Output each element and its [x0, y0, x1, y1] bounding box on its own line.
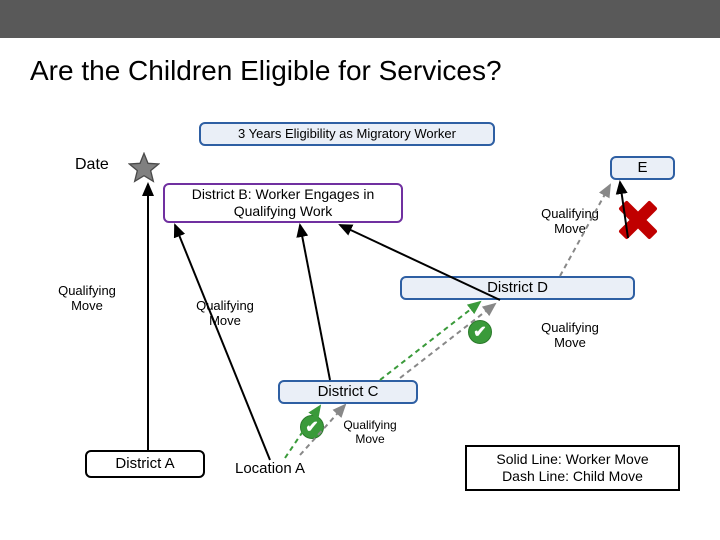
district-d-box: District D	[400, 276, 635, 300]
qm-d-label: Qualifying Move	[530, 320, 610, 350]
district-b-box: District B: Worker Engages in Qualifying…	[163, 183, 403, 223]
date-label: Date	[75, 156, 109, 174]
check-icon: ✔	[468, 320, 492, 344]
district-c-box: District C	[278, 380, 418, 404]
qm-mid-label: Qualifying Move	[185, 298, 265, 328]
district-d-text: District D	[487, 279, 548, 297]
eligibility-text: 3 Years Eligibility as Migratory Worker	[238, 126, 456, 142]
qm-left-text: Qualifying Move	[58, 283, 116, 313]
star-icon	[128, 152, 160, 184]
district-b-text: District B: Worker Engages in Qualifying…	[173, 186, 393, 220]
qm-left-label: Qualifying Move	[47, 283, 127, 313]
district-c-text: District C	[318, 383, 379, 401]
qm-c-text: Qualifying Move	[343, 418, 396, 446]
qm-right-text: Qualifying Move	[541, 206, 599, 236]
legend-box: Solid Line: Worker Move Dash Line: Child…	[465, 445, 680, 491]
top-bar	[0, 0, 720, 38]
district-a-text: District A	[115, 455, 174, 473]
date-text: Date	[75, 156, 109, 173]
qm-c-label: Qualifying Move	[330, 418, 410, 446]
district-a-box: District A	[85, 450, 205, 478]
location-a-label: Location A	[235, 460, 305, 477]
page-title: Are the Children Eligible for Services?	[30, 55, 502, 87]
district-e-box: E	[610, 156, 675, 180]
qm-mid-text: Qualifying Move	[196, 298, 254, 328]
legend-line1: Solid Line: Worker Move	[496, 451, 648, 468]
qm-right-label: Qualifying Move	[530, 206, 610, 236]
legend-line2: Dash Line: Child Move	[502, 468, 643, 485]
qm-d-text: Qualifying Move	[541, 320, 599, 350]
x-icon	[618, 200, 658, 240]
eligibility-box: 3 Years Eligibility as Migratory Worker	[199, 122, 495, 146]
location-a-text: Location A	[235, 460, 305, 477]
district-e-text: E	[637, 159, 647, 177]
check-icon: ✔	[300, 415, 324, 439]
